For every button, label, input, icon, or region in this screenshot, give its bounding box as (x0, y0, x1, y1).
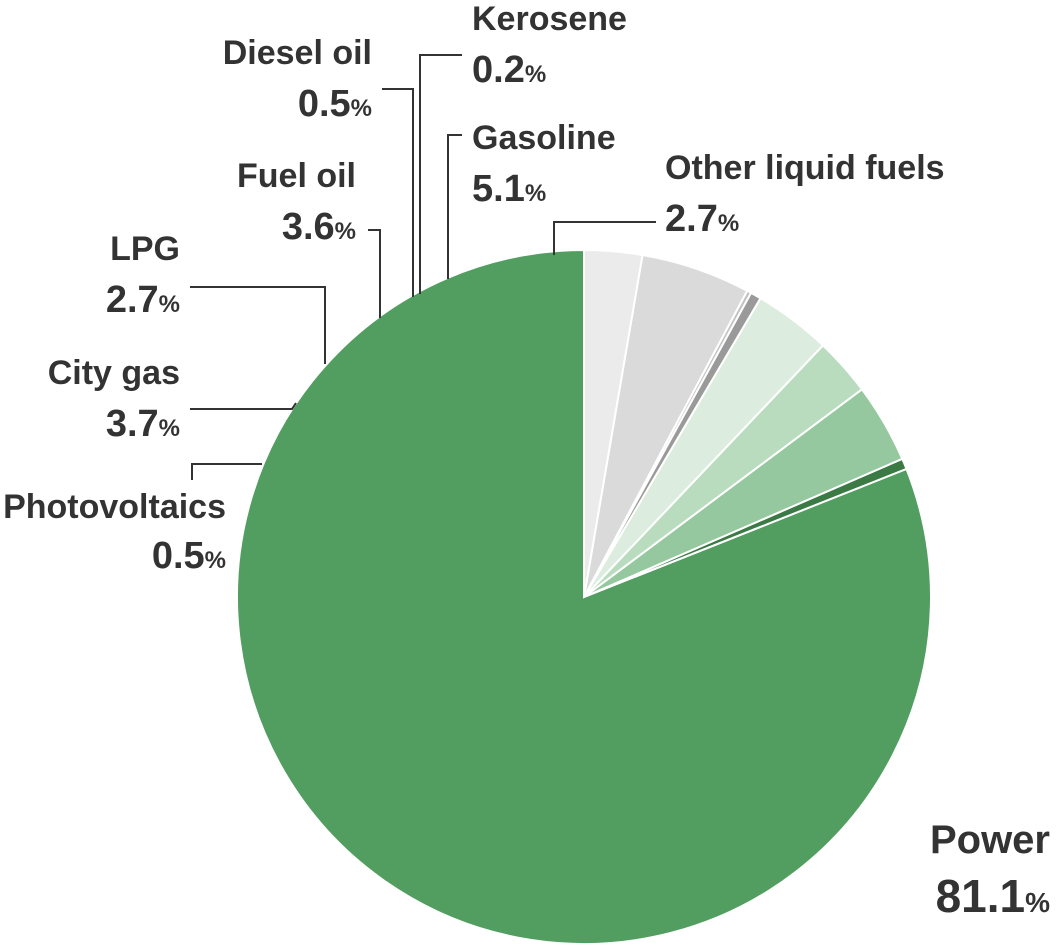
leader-line-gasoline (447, 134, 462, 279)
leader-line-photovoltaics (191, 463, 262, 480)
leader-lines (190, 54, 656, 480)
leader-line-kerosene (419, 54, 462, 294)
slice-label-diesel-oil: Diesel oil (223, 34, 372, 72)
slice-value-power: 81.1% (936, 870, 1051, 922)
leader-line-fuel-oil (368, 229, 381, 318)
slice-label-lpg: LPG (110, 230, 180, 268)
slice-value-other-liquid-fuels: 2.7% (665, 198, 739, 240)
slice-value-gasoline: 5.1% (472, 168, 546, 210)
slice-label-kerosene: Kerosene (472, 0, 627, 38)
slice-label-photovoltaics: Photovoltaics (3, 488, 226, 526)
leader-line-diesel-oil (382, 88, 414, 297)
pie-slices (236, 248, 932, 945)
pie-slice-other-liquid-fuels (583, 248, 644, 598)
slice-value-diesel-oil: 0.5% (298, 83, 372, 125)
slice-labels: Power 81.1% Photovoltaics 0.5% City gas 3.7% L… (3, 0, 1050, 922)
leader-line-other-liquid-fuels (553, 221, 656, 255)
slice-value-lpg: 2.7% (106, 279, 180, 321)
slice-label-fuel-oil: Fuel oil (237, 157, 356, 195)
slice-value-photovoltaics: 0.5% (152, 535, 226, 577)
slice-label-other-liquid-fuels: Other liquid fuels (665, 149, 945, 187)
slice-value-fuel-oil: 3.6% (282, 206, 356, 248)
slice-label-city-gas: City gas (48, 354, 180, 392)
slice-value-city-gas: 3.7% (106, 403, 180, 445)
leader-line-lpg (190, 286, 326, 364)
leader-line-city-gas (190, 402, 297, 410)
slice-label-gasoline: Gasoline (472, 119, 616, 157)
slice-label-power: Power (930, 818, 1050, 862)
slice-value-kerosene: 0.2% (472, 49, 546, 91)
